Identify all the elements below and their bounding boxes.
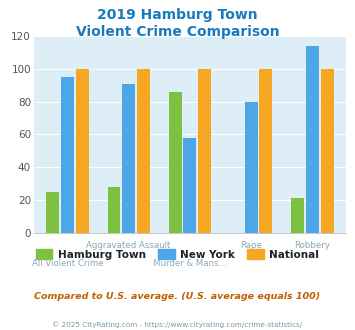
Bar — [260, 69, 272, 233]
Bar — [61, 77, 74, 233]
Bar — [137, 69, 150, 233]
Bar — [108, 187, 120, 233]
Bar — [122, 84, 135, 233]
Bar — [184, 138, 196, 233]
Text: Compared to U.S. average. (U.S. average equals 100): Compared to U.S. average. (U.S. average … — [34, 292, 321, 301]
Text: All Violent Crime: All Violent Crime — [32, 259, 103, 268]
Text: 2019 Hamburg Town: 2019 Hamburg Town — [97, 8, 258, 22]
Legend: Hamburg Town, New York, National: Hamburg Town, New York, National — [32, 245, 323, 264]
Bar — [291, 198, 304, 233]
Bar — [76, 69, 88, 233]
Bar — [245, 102, 258, 233]
Bar — [198, 69, 211, 233]
Text: © 2025 CityRating.com - https://www.cityrating.com/crime-statistics/: © 2025 CityRating.com - https://www.city… — [53, 322, 302, 328]
Bar — [306, 46, 319, 233]
Text: Murder & Mans...: Murder & Mans... — [153, 259, 227, 268]
Bar — [46, 192, 59, 233]
Text: Violent Crime Comparison: Violent Crime Comparison — [76, 25, 279, 39]
Text: Rape: Rape — [240, 241, 262, 249]
Bar — [169, 92, 182, 233]
Text: Robbery: Robbery — [295, 241, 331, 249]
Text: Aggravated Assault: Aggravated Assault — [87, 241, 171, 249]
Bar — [321, 69, 334, 233]
